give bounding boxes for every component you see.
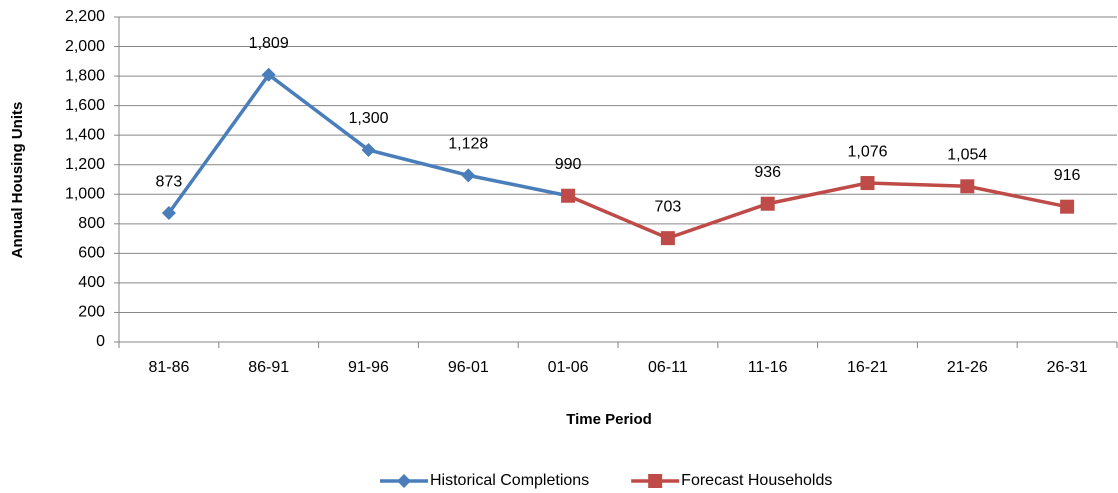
y-tick-label: 600 — [78, 245, 105, 262]
x-tick-label: 06-11 — [648, 359, 688, 376]
legend-label: Forecast Households — [681, 472, 832, 489]
data-label: 990 — [555, 156, 582, 173]
data-label: 1,076 — [847, 143, 887, 160]
y-tick-label: 200 — [78, 304, 105, 321]
marker — [760, 196, 775, 211]
y-tick-label: 2,000 — [65, 38, 105, 55]
marker — [960, 179, 975, 194]
y-tick-label: 1,400 — [65, 126, 105, 143]
x-axis-title: Time Period — [566, 411, 652, 428]
x-tick-label: 01-06 — [548, 359, 589, 376]
y-tick-label: 800 — [78, 215, 105, 232]
y-tick-label: 1,000 — [65, 185, 105, 202]
x-tick-label: 96-01 — [448, 359, 489, 376]
y-tick-label: 1,200 — [65, 156, 105, 173]
y-tick-label: 2,200 — [65, 8, 105, 25]
x-tick-label: 16-21 — [847, 359, 888, 376]
data-label: 916 — [1054, 167, 1081, 184]
data-label: 1,809 — [249, 35, 289, 52]
data-label: 703 — [655, 198, 682, 215]
legend-marker — [648, 474, 663, 488]
marker — [860, 176, 875, 191]
marker — [461, 168, 476, 183]
legend-label: Historical Completions — [430, 472, 589, 489]
y-tick-label: 1,800 — [65, 67, 105, 84]
marker — [561, 188, 576, 203]
y-axis-title: Annual Housing Units — [9, 102, 26, 259]
x-tick-label: 81-86 — [148, 359, 189, 376]
marker — [1060, 199, 1075, 214]
y-tick-label: 1,600 — [65, 97, 105, 114]
data-label: 873 — [156, 173, 183, 190]
data-label: 1,300 — [348, 110, 388, 127]
marker — [161, 206, 176, 221]
x-tick-label: 91-96 — [348, 359, 389, 376]
data-label: 1,128 — [448, 136, 488, 153]
marker — [660, 231, 675, 246]
data-label: 936 — [754, 164, 781, 181]
data-label: 1,054 — [947, 147, 987, 164]
marker — [261, 67, 276, 82]
y-tick-label: 0 — [96, 333, 105, 350]
legend-marker — [397, 474, 411, 488]
series-line — [567, 181, 1068, 241]
x-tick-label: 86-91 — [248, 359, 289, 376]
x-tick-label: 11-16 — [748, 359, 788, 376]
y-tick-label: 400 — [78, 274, 105, 291]
marker — [361, 142, 376, 157]
x-tick-label: 21-26 — [947, 359, 988, 376]
x-tick-label: 26-31 — [1047, 359, 1088, 376]
